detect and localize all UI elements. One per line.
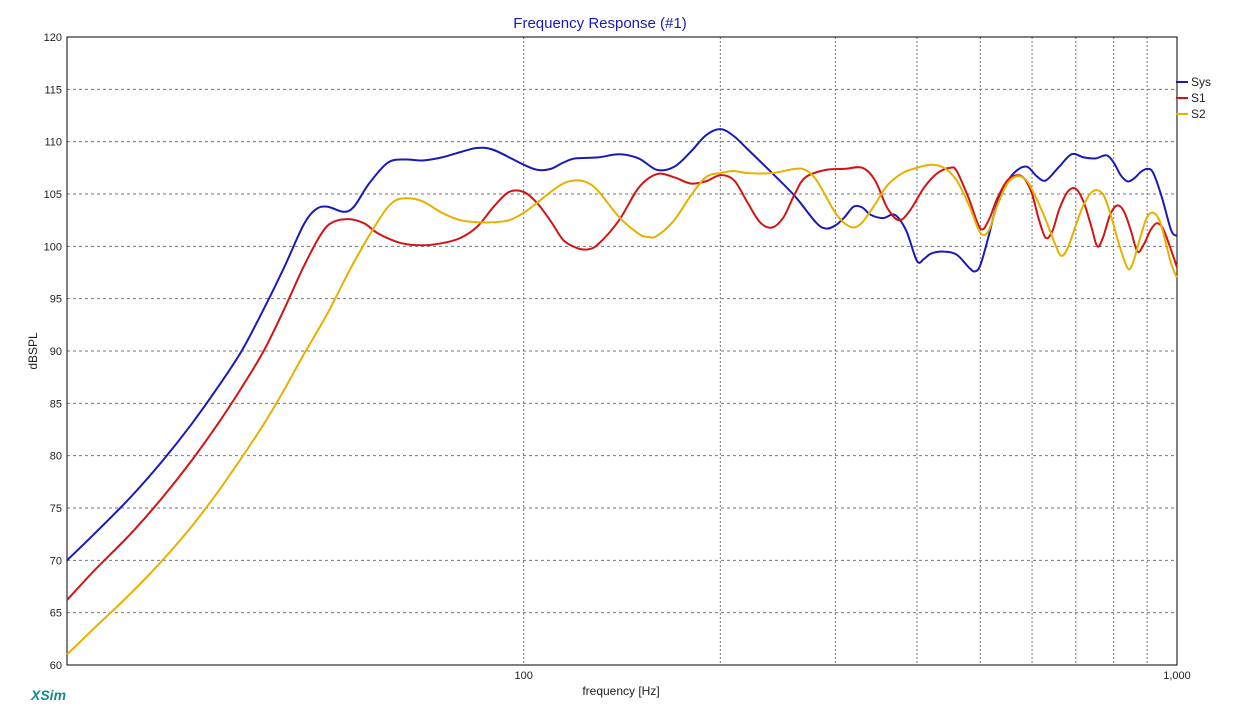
chart-title: Frequency Response (#1) [513,15,686,32]
y-tick-label: 105 [44,189,62,201]
y-tick-label: 70 [50,555,62,567]
x-axis-label: frequency [Hz] [582,684,659,698]
legend[interactable]: Sys S1 S2 [1176,75,1211,121]
y-tick-label: 100 [44,241,62,253]
y-tick-label: 120 [44,32,62,44]
plot-frame [66,36,1178,666]
series-line-s2 [66,163,1178,656]
y-tick-label: 110 [44,137,62,149]
series-line-sys [66,128,1178,562]
series-lines [66,128,1178,656]
xsim-brand-label: XSim [31,687,67,703]
y-tick-label: 115 [44,84,62,96]
y-tick-label: 60 [50,660,62,672]
grid-lines [67,36,1178,666]
y-tick-label: 75 [50,503,62,515]
y-tick-label: 85 [50,398,62,410]
legend-label-s2[interactable]: S2 [1191,107,1206,121]
y-axis-label: dBSPL [26,332,40,370]
series-line-s1 [66,166,1178,601]
x-tick-labels: 100 1,000 [514,670,1190,682]
legend-label-s1[interactable]: S1 [1191,91,1206,105]
y-tick-label: 80 [50,451,62,463]
y-tick-labels: 60 65 70 75 80 85 90 95 100 105 110 115 120 [44,32,62,672]
y-tick-label: 65 [50,608,62,620]
x-tick-label: 1,000 [1163,670,1191,682]
y-tick-label: 90 [50,346,62,358]
legend-label-sys[interactable]: Sys [1191,75,1211,89]
y-tick-label: 95 [50,294,62,306]
x-tick-label: 100 [514,670,532,682]
